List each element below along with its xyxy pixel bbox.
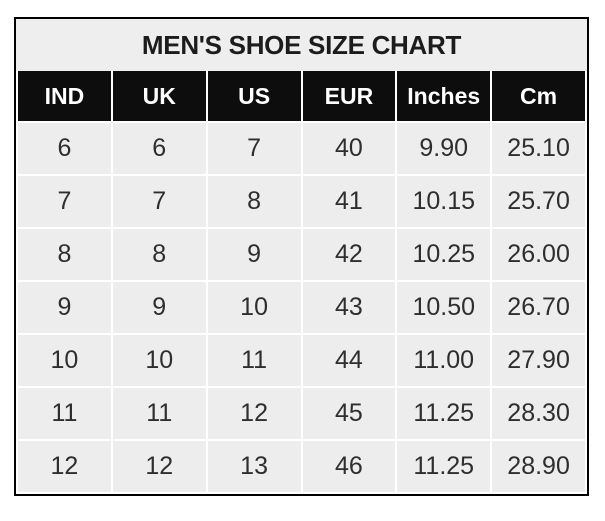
table-cell-r4-ind: 9 [18,282,111,333]
table-cell-r3-ind: 8 [18,229,111,280]
column-header-eur: EUR [302,71,396,121]
table-cell-r2-uk: 7 [112,176,206,227]
table-cell-r3-uk: 8 [112,229,206,280]
column-header-uk: UK [112,71,206,121]
table-cell-r7-inches: 11.25 [397,441,491,492]
table-cell-r5-cm: 27.90 [492,335,585,386]
table-cell-r7-ind: 12 [18,441,111,492]
table-cell-r6-inches: 11.25 [397,388,491,439]
table-cell-r2-inches: 10.15 [397,176,491,227]
size-chart-table: MEN'S SHOE SIZE CHART IND UK US EUR Inches Cm… [14,17,589,496]
table-cell-r4-inches: 10.50 [397,282,491,333]
table-cell-r5-uk: 10 [112,335,206,386]
table-cell-r5-us: 11 [207,335,301,386]
table-cell-r3-us: 9 [207,229,301,280]
table-cell-r6-ind: 11 [18,388,111,439]
table-cell-r6-eur: 45 [302,388,396,439]
table-cell-r3-cm: 26.00 [492,229,585,280]
table-cell-r7-us: 13 [207,441,301,492]
table-cell-r1-eur: 40 [302,123,396,174]
table-cell-r7-cm: 28.90 [492,441,585,492]
table-cell-r1-inches: 9.90 [397,123,491,174]
table-cell-r1-cm: 25.10 [492,123,585,174]
table-cell-r4-cm: 26.70 [492,282,585,333]
table-cell-r5-ind: 10 [18,335,111,386]
table-cell-r4-uk: 9 [112,282,206,333]
table-cell-r7-eur: 46 [302,441,396,492]
table-cell-r3-eur: 42 [302,229,396,280]
table-cell-r6-cm: 28.30 [492,388,585,439]
table-cell-r2-cm: 25.70 [492,176,585,227]
column-header-us: US [207,71,301,121]
table-cell-r1-us: 7 [207,123,301,174]
table-cell-r2-us: 8 [207,176,301,227]
table-cell-r6-us: 12 [207,388,301,439]
table-cell-r2-eur: 41 [302,176,396,227]
column-header-cm: Cm [492,71,585,121]
table-cell-r7-uk: 12 [112,441,206,492]
table-cell-r2-ind: 7 [18,176,111,227]
column-header-inches: Inches [397,71,491,121]
table-cell-r1-uk: 6 [112,123,206,174]
table-cell-r1-ind: 6 [18,123,111,174]
table-cell-r4-us: 10 [207,282,301,333]
table-cell-r4-eur: 43 [302,282,396,333]
table-cell-r3-inches: 10.25 [397,229,491,280]
table-cell-r6-uk: 11 [112,388,206,439]
table-cell-r5-inches: 11.00 [397,335,491,386]
chart-title: MEN'S SHOE SIZE CHART [16,19,587,71]
column-header-ind: IND [18,71,111,121]
size-grid: IND UK US EUR Inches Cm 6 6 7 40 9.90 25.10 7 7 8 41 10.… [16,71,587,494]
table-cell-r5-eur: 44 [302,335,396,386]
